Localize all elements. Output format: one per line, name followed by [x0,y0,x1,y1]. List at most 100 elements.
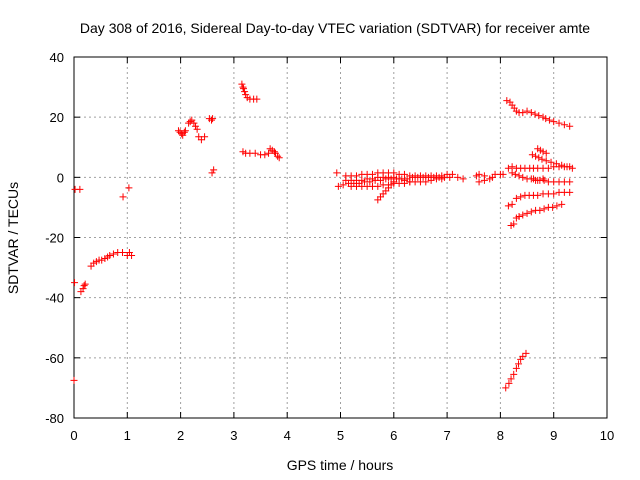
data-point [555,119,563,127]
data-point [519,173,527,181]
x-tick-label: 1 [124,428,131,443]
data-point [532,152,540,160]
data-point [566,178,574,186]
data-point [527,208,535,216]
data-point [374,182,382,190]
data-point [535,154,543,162]
data-point [540,205,548,213]
data-point [181,127,189,135]
data-point [71,279,79,287]
data-point [253,95,261,103]
data-point [515,172,523,180]
data-point [274,152,282,160]
data-point [515,212,523,220]
data-point [542,149,550,157]
data-point [339,181,347,189]
data-point [446,173,454,181]
data-point [553,202,561,210]
data-point [125,184,133,192]
data-point [358,176,366,184]
data-point [538,155,546,163]
data-point [400,170,408,178]
data-point [547,158,555,166]
x-tick-label: 10 [600,428,614,443]
data-point [539,148,547,156]
data-point [400,179,408,187]
data-point [510,370,518,378]
y-tick-label: -80 [45,411,64,426]
data-point [505,379,513,387]
chart-title: Day 308 of 2016, Sidereal Day-to-day VTE… [80,20,590,36]
data-point [563,163,571,171]
data-point [558,161,566,169]
data-point [427,176,435,184]
data-point [523,107,531,115]
x-tick-label: 9 [550,428,557,443]
data-point [79,285,87,293]
data-point [566,122,574,130]
data-point [486,175,494,183]
data-point [540,176,548,184]
data-point [406,178,414,186]
data-point [106,252,114,260]
data-point [238,80,246,88]
y-tick-label: -40 [45,291,64,306]
data-point [480,176,488,184]
data-point [438,175,446,183]
y-axis-label: SDTVAR / TECUs [5,182,21,294]
data-point [119,249,127,257]
data-point [527,109,535,117]
y-tick-labels: -80 -60 -40 -20 0 20 40 [45,50,64,426]
data-point [186,118,194,126]
data-point [507,375,515,383]
data-point [179,131,187,139]
data-point [239,85,247,93]
data-point [192,122,200,130]
data-point [504,202,512,210]
data-point [502,384,510,392]
x-tick-label: 0 [70,428,77,443]
data-point [550,190,558,198]
data-point [539,175,547,183]
data-point [209,115,217,123]
data-point [270,148,278,156]
data-point [529,175,537,183]
data-point [503,97,511,105]
data-point [535,112,543,120]
data-point [510,220,518,228]
data-point [504,164,512,172]
data-point [568,164,576,172]
data-point [511,170,519,178]
data-point [544,164,552,172]
data-point [519,109,527,117]
data-point [80,282,88,290]
x-tick-label: 5 [337,428,344,443]
x-tick-label: 2 [177,428,184,443]
data-point [70,376,78,384]
x-tick-label: 8 [497,428,504,443]
data-point [334,182,342,190]
data-point [98,256,106,264]
x-tick-label: 3 [230,428,237,443]
data-point [566,188,574,196]
data-point [512,364,520,372]
data-point [560,121,568,129]
x-tick-label: 4 [284,428,291,443]
data-point [251,149,259,157]
data-point [519,211,527,219]
data-point [459,175,467,183]
data-point [536,206,544,214]
data-point [523,209,531,217]
data-point [208,116,216,124]
data-point [549,203,557,211]
grid [74,57,607,418]
data-point [499,170,507,178]
data-point [265,149,273,157]
data-point [508,200,516,208]
data-point [517,193,525,201]
data-point [193,125,201,133]
data-point [531,110,539,118]
data-point [76,185,84,193]
y-tick-label: 40 [50,50,64,65]
